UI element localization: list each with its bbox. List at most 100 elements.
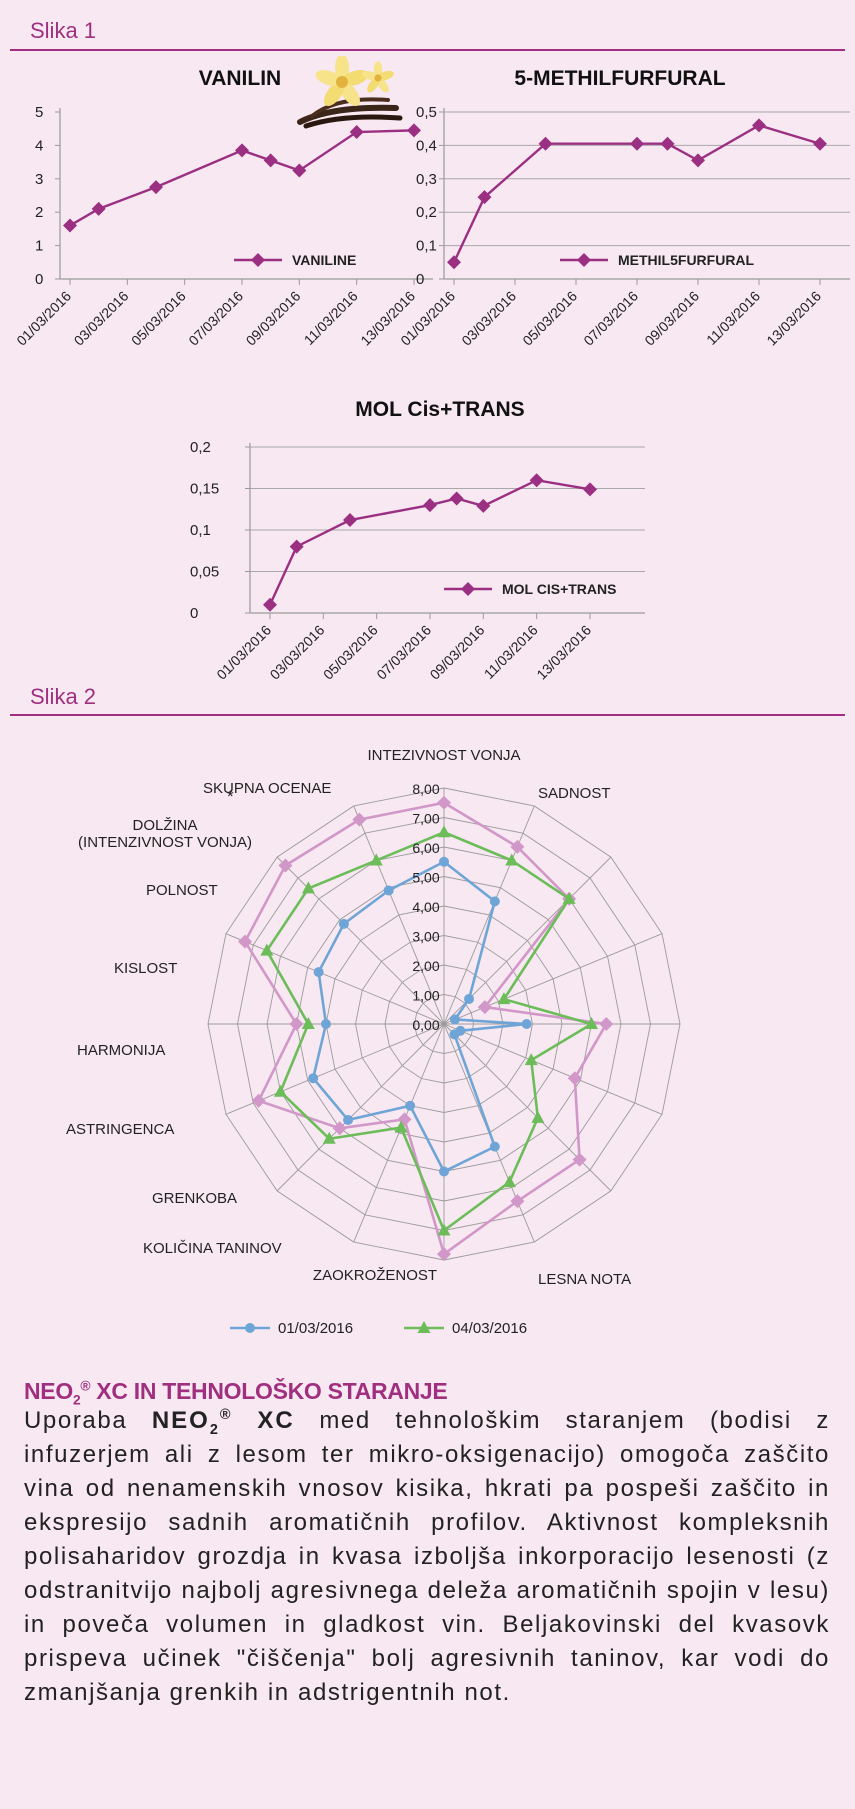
- radar-point: [464, 993, 475, 1004]
- article-title: NEO2® XC IN TEHNOLOŠKO STARANJE: [24, 1378, 448, 1408]
- series-line: [69, 129, 415, 227]
- axis-label: ZAOKROŽENOST: [313, 1267, 437, 1284]
- mol-cis-trans-chart: MOL Cis+TRANS 0 0,05 0,1 0,15 0,2 01/03/201603…: [190, 398, 645, 683]
- y-tick-label: 1: [35, 238, 43, 255]
- radar-point: [505, 853, 519, 866]
- x-tick-label: 13/03/2016: [763, 288, 824, 349]
- chart-title: MOL Cis+TRANS: [355, 398, 524, 421]
- x-tick-label: 01/03/2016: [213, 622, 274, 683]
- radar-point: [383, 885, 394, 896]
- data-point: [538, 136, 553, 151]
- data-point: [529, 473, 544, 488]
- x-tick-label: 03/03/2016: [267, 622, 328, 683]
- data-point: [263, 153, 278, 168]
- y-tick-label: 5: [35, 104, 43, 121]
- legend-label: 01/03/2016: [278, 1320, 353, 1337]
- figure-2-label: Slika 2: [30, 684, 97, 709]
- radar-point: [510, 839, 525, 854]
- legend-label: METHIL5FURFURAL: [618, 252, 755, 268]
- y-tick-label: 0: [190, 605, 198, 622]
- legend-marker: [251, 253, 265, 267]
- article: NEO2® XC IN TEHNOLOŠKO STARANJE Uporaba …: [24, 1378, 830, 1710]
- data-point: [813, 136, 827, 151]
- data-point: [476, 498, 491, 513]
- figure-2-rule: [10, 714, 845, 716]
- x-tick-label: 05/03/2016: [128, 288, 189, 349]
- radar-spoke: [443, 1023, 663, 1115]
- radar-point: [313, 967, 324, 978]
- axis-label: GRENKOBA: [152, 1190, 237, 1207]
- chart-title: 5-METHILFURFURAL: [514, 67, 725, 90]
- x-tick-label: 07/03/2016: [373, 622, 434, 683]
- radar-point: [502, 1175, 516, 1188]
- data-point: [630, 136, 644, 151]
- chart-title: VANILIN: [199, 67, 281, 90]
- x-tick-label: 07/03/2016: [580, 288, 641, 349]
- data-point: [423, 498, 437, 513]
- radar-point: [524, 1053, 538, 1066]
- radial-tick-label: 4,00: [412, 899, 439, 915]
- y-tick-label: 0,5: [416, 104, 437, 121]
- radar-point: [521, 1019, 532, 1029]
- radar-point: [301, 1017, 315, 1029]
- y-tick-label: 0,05: [190, 564, 219, 581]
- series-line: [452, 124, 821, 263]
- radar-point: [397, 1112, 412, 1127]
- axis-label: KOLIČINA TANINOV: [143, 1240, 282, 1257]
- legend-marker: [417, 1321, 431, 1333]
- y-tick-label: 0,2: [190, 439, 211, 456]
- x-tick-label: 09/03/2016: [243, 288, 304, 349]
- radial-tick-label: 3,00: [412, 929, 439, 945]
- radial-tick-label: 6,00: [412, 840, 439, 856]
- radar-point: [449, 1029, 460, 1040]
- radar-point: [585, 1017, 598, 1029]
- radar-point: [405, 1100, 416, 1111]
- radial-tick-label: 8,00: [412, 781, 439, 797]
- radar-point: [497, 992, 511, 1005]
- y-tick-label: 0,2: [416, 204, 437, 221]
- series-line: [268, 478, 591, 606]
- radar-point: [489, 1141, 500, 1152]
- radar-spoke: [353, 805, 445, 1025]
- radar-spoke: [276, 856, 445, 1025]
- radar-point: [251, 1093, 266, 1108]
- y-tick-label: 0,1: [190, 522, 211, 539]
- y-tick-label: 0,3: [416, 171, 437, 188]
- data-point: [691, 153, 705, 168]
- radar-point: [332, 1121, 347, 1136]
- axis-label-mark: *: [227, 787, 234, 806]
- data-point: [447, 255, 461, 270]
- radar-point: [338, 918, 349, 929]
- radar-point: [439, 1166, 449, 1177]
- radar-point: [238, 934, 253, 949]
- x-tick-label: 03/03/2016: [71, 288, 132, 349]
- radar-point: [289, 1017, 304, 1031]
- radial-tick-label: 1,00: [412, 988, 439, 1004]
- data-point: [343, 513, 357, 528]
- legend-marker: [577, 253, 591, 267]
- radar-point: [437, 825, 451, 838]
- legend-label: 04/03/2016: [452, 1320, 527, 1337]
- data-point: [349, 125, 364, 140]
- methilfurfural-chart: 5-METHILFURFURAL00,10,20,30,40,501/03/20…: [397, 67, 850, 349]
- figure-1-label: Slika 1: [30, 18, 97, 43]
- radar-point: [449, 1014, 460, 1025]
- radar-point: [369, 853, 383, 866]
- axis-label: DOLŽINA: [132, 817, 197, 834]
- axis-label: SADNOST: [538, 785, 611, 802]
- x-tick-label: 11/03/2016: [703, 288, 763, 348]
- data-point: [477, 190, 492, 205]
- radar-point: [260, 943, 274, 956]
- data-point: [292, 163, 307, 178]
- legend-marker: [245, 1323, 255, 1333]
- data-point: [752, 118, 766, 133]
- axis-label: INTEZIVNOST VONJA: [367, 747, 520, 764]
- data-point: [289, 539, 304, 554]
- x-tick-label: 09/03/2016: [427, 622, 488, 683]
- axis-label: (INTENZIVNOST VONJA): [78, 834, 252, 851]
- y-tick-label: 0,1: [416, 238, 437, 255]
- radar-point: [489, 896, 500, 907]
- x-tick-label: 07/03/2016: [185, 288, 246, 349]
- x-tick-label: 03/03/2016: [458, 288, 519, 349]
- y-tick-label: 4: [35, 137, 43, 154]
